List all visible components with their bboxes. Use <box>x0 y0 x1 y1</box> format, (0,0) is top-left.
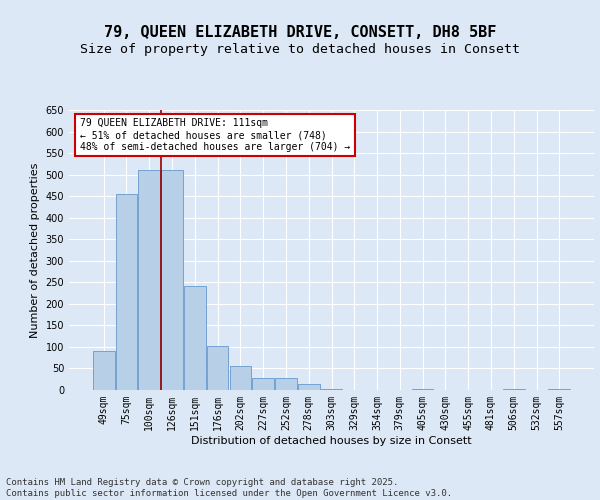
Bar <box>161 170 183 390</box>
Bar <box>275 378 297 390</box>
Bar <box>503 389 524 390</box>
Bar <box>139 170 160 390</box>
Bar <box>298 384 320 390</box>
Text: 79 QUEEN ELIZABETH DRIVE: 111sqm
← 51% of detached houses are smaller (748)
48% : 79 QUEEN ELIZABETH DRIVE: 111sqm ← 51% o… <box>79 118 350 152</box>
X-axis label: Distribution of detached houses by size in Consett: Distribution of detached houses by size … <box>191 436 472 446</box>
Text: Size of property relative to detached houses in Consett: Size of property relative to detached ho… <box>80 44 520 57</box>
Text: 79, QUEEN ELIZABETH DRIVE, CONSETT, DH8 5BF: 79, QUEEN ELIZABETH DRIVE, CONSETT, DH8 … <box>104 25 496 40</box>
Bar <box>320 389 343 390</box>
Bar <box>548 389 570 390</box>
Bar <box>184 286 206 390</box>
Bar <box>207 346 229 390</box>
Text: Contains HM Land Registry data © Crown copyright and database right 2025.
Contai: Contains HM Land Registry data © Crown c… <box>6 478 452 498</box>
Bar <box>230 366 251 390</box>
Bar <box>93 351 115 390</box>
Bar <box>253 378 274 390</box>
Y-axis label: Number of detached properties: Number of detached properties <box>30 162 40 338</box>
Bar <box>116 194 137 390</box>
Bar <box>412 389 433 390</box>
